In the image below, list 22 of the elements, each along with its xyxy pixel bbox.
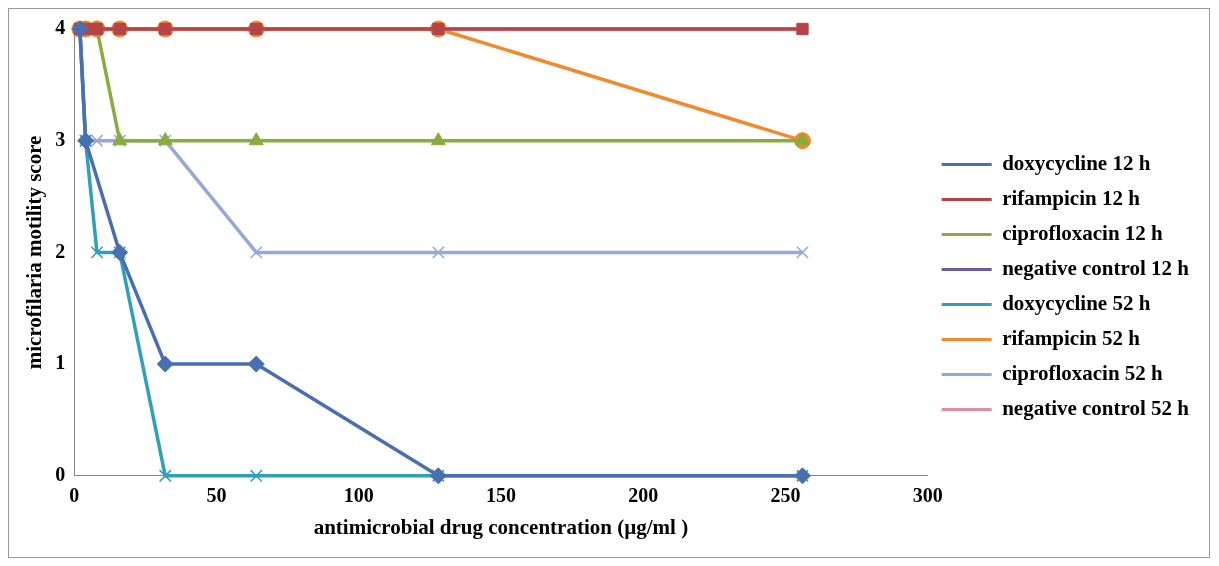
x-axis-title: antimicrobial drug concentration (µg/ml ) bbox=[313, 514, 689, 539]
y-axis-title: microfilaria motility score bbox=[22, 135, 47, 370]
x-tick-label: 50 bbox=[206, 483, 227, 506]
legend-label: negative control 52 h bbox=[1002, 395, 1190, 420]
x-tick-label: 200 bbox=[628, 483, 659, 506]
x-tick-label: 250 bbox=[770, 483, 801, 506]
y-tick-label: 3 bbox=[55, 127, 66, 150]
legend-label: ciprofloxacin 52 h bbox=[1002, 360, 1164, 385]
x-tick-label: 150 bbox=[485, 483, 516, 506]
legend-label: rifampicin 12 h bbox=[1002, 185, 1141, 210]
legend-label: negative control 12 h bbox=[1002, 255, 1190, 280]
y-tick-label: 1 bbox=[55, 351, 66, 374]
legend-label: doxycycline 12 h bbox=[1002, 150, 1151, 175]
x-tick-label: 0 bbox=[69, 483, 80, 506]
legend-label: rifampicin 52 h bbox=[1002, 325, 1141, 350]
x-tick-label: 300 bbox=[912, 483, 943, 506]
x-tick-label: 100 bbox=[343, 483, 374, 506]
y-tick-label: 4 bbox=[55, 16, 66, 39]
y-tick-label: 0 bbox=[55, 462, 66, 485]
y-tick-label: 2 bbox=[55, 239, 66, 262]
legend-label: ciprofloxacin 12 h bbox=[1002, 220, 1164, 245]
legend-label: doxycycline 52 h bbox=[1002, 290, 1151, 315]
